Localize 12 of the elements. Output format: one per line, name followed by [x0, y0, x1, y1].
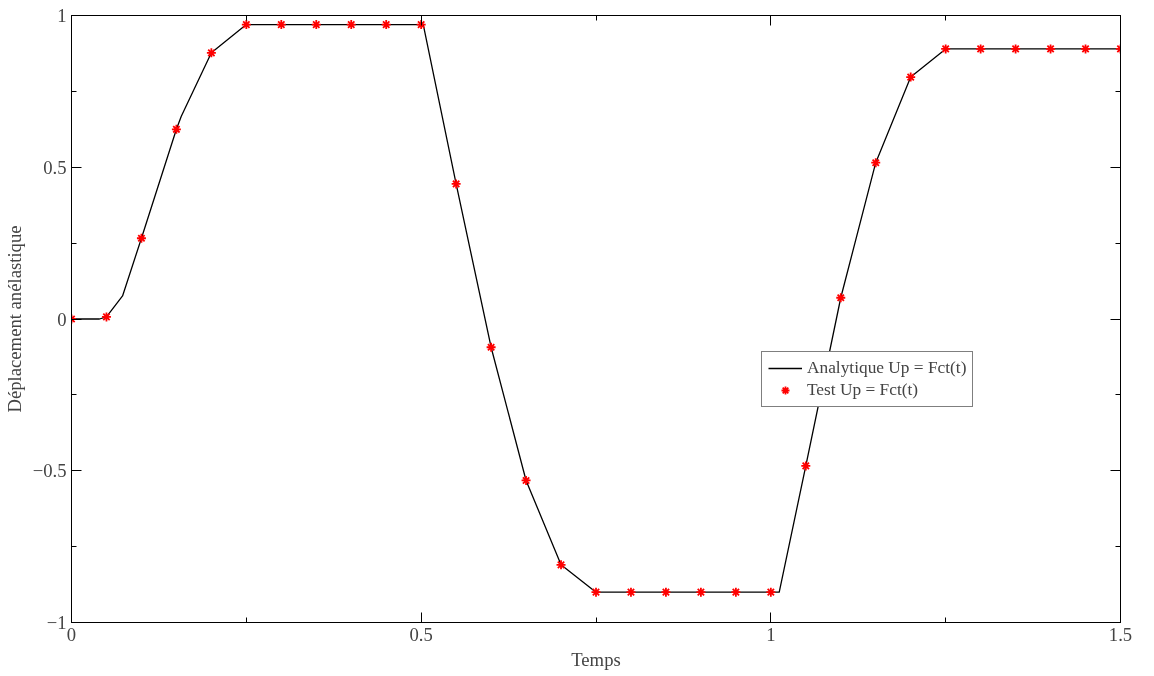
x-axis-title: Temps [571, 648, 621, 670]
y-axis-title: Déplacement anélastique [3, 225, 25, 413]
y-tick-label: −1 [46, 612, 67, 633]
legend-label: Analytique Up = Fct(t) [807, 358, 967, 378]
x-tick-label: 0.5 [409, 623, 433, 645]
y-tick-label: 0 [57, 308, 67, 330]
y-tick-label: 0.5 [43, 156, 67, 178]
legend-label: Test Up = Fct(t) [807, 380, 919, 400]
x-tick-label: 1 [766, 623, 776, 645]
y-tick-label: −0.5 [32, 460, 67, 482]
y-tick-label: 1 [57, 5, 67, 26]
x-tick-label: 1.5 [1108, 623, 1133, 645]
